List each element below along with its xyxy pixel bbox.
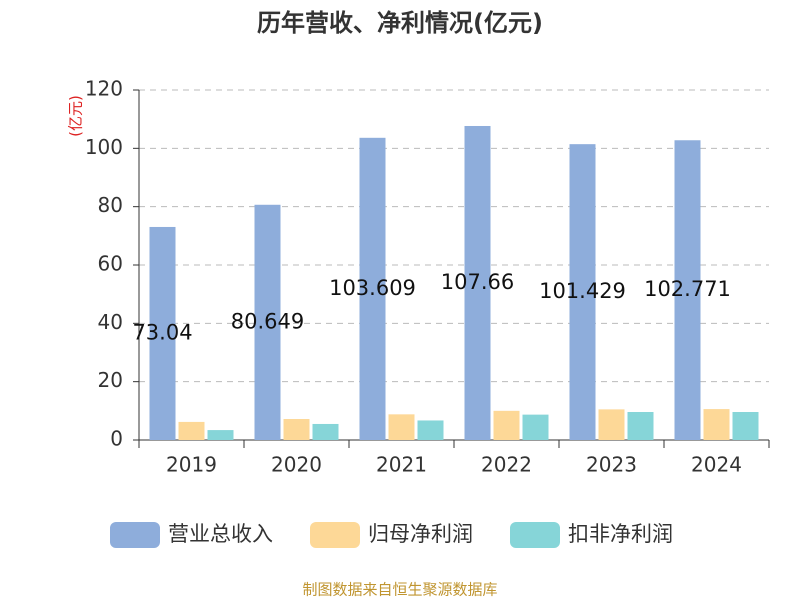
bar	[627, 412, 654, 440]
x-tick-label: 2023	[586, 453, 637, 477]
y-axis-label: (亿元)	[67, 95, 85, 137]
bar	[493, 410, 520, 440]
bar	[417, 420, 444, 440]
x-tick-label: 2021	[376, 453, 427, 477]
bar	[598, 409, 625, 440]
x-tick-label: 2019	[166, 453, 217, 477]
legend-label: 归母净利润	[368, 522, 473, 546]
data-label: 101.429	[539, 279, 626, 303]
legend-label: 扣非净利润	[568, 522, 673, 546]
legend-swatch	[510, 522, 560, 548]
chart-title: 历年营收、净利情况(亿元)	[257, 9, 543, 37]
bar	[464, 125, 491, 440]
x-tick-label: 2022	[481, 453, 532, 477]
legend-label: 营业总收入	[168, 522, 273, 546]
x-tick-label: 2024	[691, 453, 742, 477]
bar	[522, 414, 549, 440]
data-label: 102.771	[644, 277, 731, 301]
data-label: 103.609	[329, 276, 416, 300]
bar	[732, 412, 759, 440]
y-tick-label: 20	[98, 368, 123, 392]
x-tick-label: 2020	[271, 453, 322, 477]
bar	[149, 226, 176, 440]
bar	[312, 423, 339, 440]
bar	[388, 414, 415, 440]
data-label: 80.649	[231, 309, 304, 333]
bar	[359, 137, 386, 441]
legend-swatch	[110, 522, 160, 548]
y-tick-label: 0	[110, 427, 123, 451]
y-tick-label: 100	[85, 135, 123, 159]
bar	[254, 204, 281, 440]
source-note: 制图数据来自恒生聚源数据库	[302, 581, 497, 599]
bar	[674, 140, 701, 440]
legend-swatch	[310, 522, 360, 548]
y-tick-label: 60	[98, 252, 123, 276]
y-tick-label: 120	[85, 77, 123, 101]
bar	[283, 419, 310, 440]
data-label: 107.66	[441, 270, 514, 294]
y-tick-label: 40	[98, 310, 123, 334]
y-tick-label: 80	[98, 193, 123, 217]
bar	[569, 144, 596, 441]
data-label: 73.04	[132, 320, 192, 344]
bar	[207, 430, 234, 440]
bar	[178, 421, 205, 440]
bar	[703, 409, 730, 440]
